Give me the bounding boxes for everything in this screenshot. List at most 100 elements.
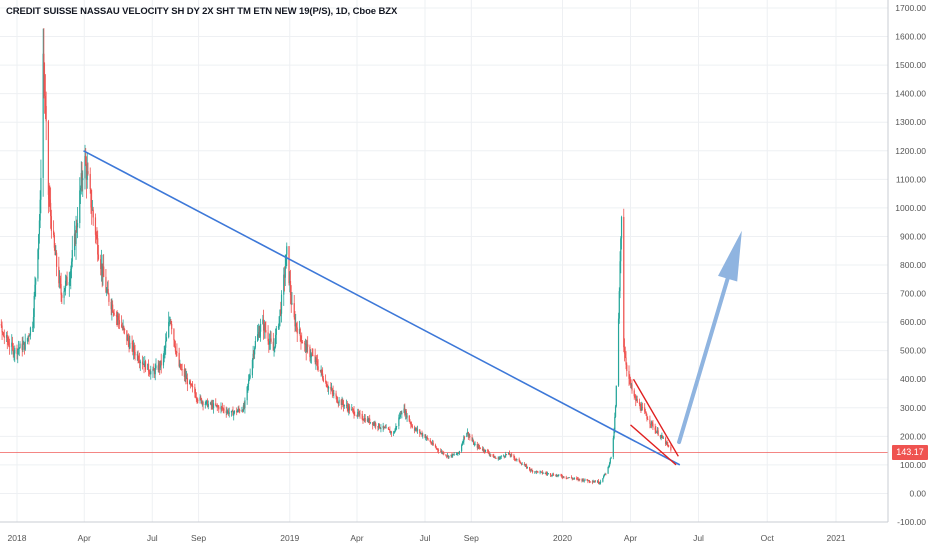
candle-body: [268, 341, 271, 345]
candle-body: [393, 432, 395, 434]
candle-body: [35, 278, 37, 285]
candle-body: [11, 342, 13, 347]
candle-body: [436, 448, 438, 450]
candle-body: [84, 155, 86, 179]
candle-body: [646, 415, 648, 419]
grid: [0, 0, 888, 523]
candle-body: [174, 346, 177, 352]
candle-body: [644, 411, 647, 413]
candle-body: [451, 454, 453, 457]
candle-body: [134, 351, 136, 356]
candle-body: [593, 481, 595, 483]
candle-body: [410, 422, 412, 425]
candle-body: [304, 343, 306, 345]
drawings[interactable]: [83, 150, 742, 466]
candle-body: [179, 363, 181, 367]
y-tick-label: 1700.00: [895, 3, 926, 13]
candle-body: [424, 434, 426, 438]
candle-body: [432, 442, 434, 446]
descending-trendline: [83, 150, 681, 466]
candle-body: [85, 164, 88, 180]
x-tick-label: 2018: [8, 533, 27, 543]
candle-body: [133, 345, 135, 352]
candle-body: [416, 428, 418, 431]
candle-body: [320, 369, 322, 372]
candle-body: [97, 254, 100, 260]
y-tick-label: 900.00: [900, 231, 926, 241]
candle-body: [395, 426, 397, 430]
candle-body: [657, 430, 659, 436]
candle-body: [446, 455, 448, 457]
candle-body: [38, 234, 40, 250]
candle-body: [608, 466, 610, 468]
candle-body: [226, 411, 228, 413]
candle-body: [107, 288, 109, 295]
candle-body: [231, 410, 233, 412]
candle-body: [259, 331, 261, 337]
candle-body: [129, 342, 131, 349]
candle-body: [372, 422, 374, 426]
candle-body: [17, 349, 19, 355]
candle-body: [630, 384, 632, 386]
candle-body: [430, 441, 432, 444]
candle-body: [577, 478, 579, 480]
candle-body: [516, 459, 518, 461]
candle-body: [614, 406, 617, 417]
candle-body: [346, 404, 348, 408]
candle-body: [434, 445, 437, 448]
candle-body: [466, 432, 469, 433]
candle-body: [279, 309, 281, 317]
candle-body: [398, 417, 401, 418]
candle-body: [639, 403, 641, 409]
candle-body: [442, 452, 444, 454]
candle-body: [138, 360, 140, 362]
candle-body: [39, 199, 41, 221]
candle-body: [186, 377, 188, 385]
candle-body: [351, 408, 353, 411]
candle-body: [411, 425, 413, 428]
candle-body: [529, 469, 531, 471]
candle-body: [220, 406, 222, 410]
candle-body: [24, 341, 26, 350]
candle-body: [248, 379, 250, 385]
candle-body: [369, 418, 371, 424]
candle-body: [309, 346, 311, 358]
candle-body: [59, 278, 61, 285]
candle-body: [526, 467, 528, 469]
x-tick-label: Jul: [693, 533, 704, 543]
candle-body: [200, 397, 202, 399]
candles: [0, 28, 672, 486]
candle-body: [76, 225, 78, 228]
candle-body: [253, 353, 255, 355]
candle-body: [69, 278, 71, 283]
candle-body: [123, 326, 125, 329]
candle-body: [603, 476, 605, 479]
candle-body: [552, 474, 555, 476]
candle-body: [332, 391, 334, 394]
candle-body: [572, 478, 574, 480]
candle-body: [343, 405, 345, 407]
candle-body: [542, 473, 544, 474]
candle-body: [608, 462, 611, 467]
candle-body: [552, 474, 554, 476]
candle-body: [121, 324, 123, 327]
candle-body: [546, 473, 549, 475]
candle-body: [124, 328, 126, 331]
candle-body: [79, 190, 81, 224]
candle-body: [165, 337, 168, 342]
candle-body: [137, 354, 139, 361]
candle-body: [539, 471, 541, 473]
candle-body: [12, 346, 14, 355]
candle-body: [180, 369, 182, 370]
candle-body: [149, 373, 151, 375]
candle-body: [0, 324, 2, 326]
candle-body: [597, 480, 599, 483]
candle-body: [2, 332, 5, 337]
candle-body: [260, 323, 262, 332]
candle-body: [112, 304, 114, 312]
candle-body: [473, 444, 475, 446]
candle-body: [556, 475, 558, 476]
candle-body: [304, 343, 307, 345]
